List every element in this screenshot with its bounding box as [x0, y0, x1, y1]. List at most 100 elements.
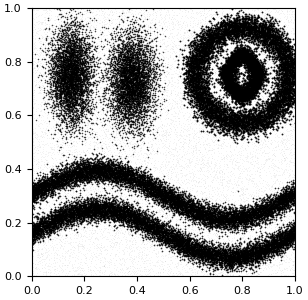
- Point: [276, 51, 281, 56]
- Point: [247, 78, 252, 82]
- Point: [240, 125, 245, 130]
- Point: [118, 214, 123, 219]
- Point: [262, 260, 267, 265]
- Point: [59, 167, 64, 172]
- Point: [37, 180, 42, 184]
- Point: [116, 174, 121, 179]
- Point: [135, 110, 140, 115]
- Point: [196, 95, 201, 100]
- Point: [81, 92, 86, 97]
- Point: [164, 64, 169, 69]
- Point: [70, 58, 75, 62]
- Point: [111, 82, 116, 87]
- Point: [129, 174, 134, 179]
- Point: [206, 206, 211, 211]
- Point: [231, 232, 236, 237]
- Point: [237, 92, 242, 96]
- Point: [249, 50, 254, 55]
- Point: [244, 112, 249, 117]
- Point: [233, 57, 238, 62]
- Point: [69, 58, 74, 63]
- Point: [287, 100, 292, 104]
- Point: [117, 168, 122, 173]
- Point: [164, 214, 169, 218]
- Point: [270, 26, 274, 30]
- Point: [180, 179, 185, 184]
- Point: [229, 78, 234, 83]
- Point: [46, 112, 51, 117]
- Point: [255, 46, 260, 51]
- Point: [194, 74, 199, 79]
- Point: [125, 105, 130, 110]
- Point: [207, 214, 212, 219]
- Point: [75, 204, 80, 209]
- Point: [132, 67, 137, 72]
- Point: [144, 184, 149, 189]
- Point: [161, 131, 166, 136]
- Point: [217, 150, 222, 155]
- Point: [235, 53, 240, 58]
- Point: [89, 88, 94, 93]
- Point: [254, 60, 259, 65]
- Point: [257, 101, 262, 106]
- Point: [78, 163, 83, 168]
- Point: [50, 223, 55, 228]
- Point: [134, 72, 139, 77]
- Point: [93, 177, 98, 182]
- Point: [124, 218, 129, 222]
- Point: [232, 130, 237, 135]
- Point: [193, 193, 198, 198]
- Point: [70, 102, 75, 107]
- Point: [167, 129, 172, 134]
- Point: [225, 14, 230, 18]
- Point: [44, 264, 49, 269]
- Point: [149, 76, 154, 81]
- Point: [255, 202, 260, 207]
- Point: [45, 175, 50, 180]
- Point: [261, 105, 266, 110]
- Point: [100, 125, 105, 130]
- Point: [142, 229, 147, 234]
- Point: [87, 204, 91, 209]
- Point: [167, 194, 172, 199]
- Point: [256, 249, 261, 254]
- Point: [274, 205, 279, 210]
- Point: [106, 272, 111, 277]
- Point: [37, 215, 42, 220]
- Point: [31, 185, 36, 190]
- Point: [146, 35, 151, 40]
- Point: [84, 175, 89, 180]
- Point: [221, 267, 226, 272]
- Point: [218, 214, 223, 219]
- Point: [173, 234, 178, 239]
- Point: [284, 48, 289, 53]
- Point: [107, 30, 112, 34]
- Point: [177, 196, 182, 201]
- Point: [123, 176, 128, 181]
- Point: [34, 230, 39, 235]
- Point: [146, 42, 151, 47]
- Point: [163, 238, 168, 243]
- Point: [41, 151, 46, 156]
- Point: [30, 222, 35, 227]
- Point: [286, 59, 291, 64]
- Point: [155, 167, 160, 171]
- Point: [179, 96, 184, 100]
- Point: [128, 65, 133, 70]
- Point: [269, 101, 274, 106]
- Point: [264, 33, 269, 38]
- Point: [120, 72, 125, 77]
- Point: [213, 252, 218, 257]
- Point: [171, 195, 176, 200]
- Point: [253, 89, 257, 94]
- Point: [195, 210, 200, 215]
- Point: [245, 85, 250, 90]
- Point: [95, 201, 100, 206]
- Point: [111, 164, 116, 169]
- Point: [73, 64, 78, 69]
- Point: [222, 76, 227, 80]
- Point: [138, 70, 143, 74]
- Point: [155, 197, 160, 202]
- Point: [201, 85, 206, 90]
- Point: [186, 229, 191, 233]
